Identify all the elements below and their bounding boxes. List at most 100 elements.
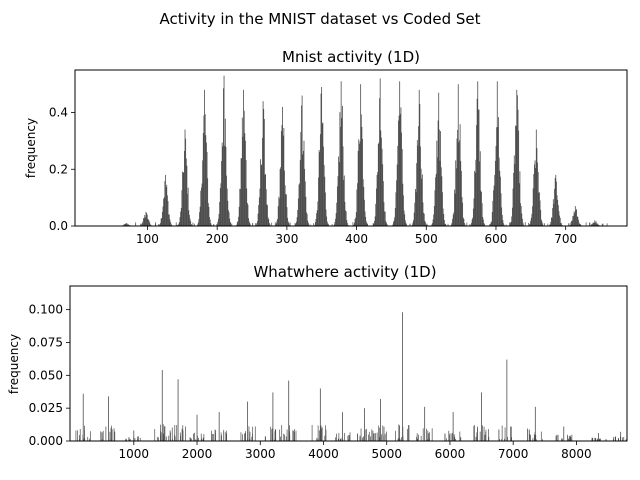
whatwhere-bars [75,312,628,441]
whatwhere-bar [510,426,511,441]
mnist-bar [250,224,251,226]
y-tick-label: 0.100 [29,303,63,317]
mnist-bar [591,224,593,226]
mnist-bar [363,186,365,226]
whatwhere-bar [622,437,623,441]
whatwhere-bar [598,439,600,441]
whatwhere-bar [407,429,408,441]
whatwhere-bar [337,438,339,441]
whatwhere-bar [399,439,401,441]
mnist-bar [297,198,299,226]
mnist-bar [374,216,376,226]
whatwhere-bar [420,435,422,441]
mnist-bar [224,118,226,226]
mnist-bar [206,151,208,226]
mnist-bar [248,221,250,226]
whatwhere-bar [427,439,428,441]
whatwhere-bar [77,430,79,441]
mnist-bar [517,95,518,226]
whatwhere-bar [101,432,103,441]
mnist-bar [303,140,305,226]
mnist-bar [438,129,440,226]
mnist-bar [568,223,570,226]
whatwhere-bar [368,431,370,441]
mnist-bar [417,145,419,226]
mnist-bar [302,154,304,226]
mnist-bar [382,181,384,226]
whatwhere-bar [535,434,537,441]
whatwhere-bar [364,429,366,441]
mnist-bars [122,75,608,226]
mnist-bar [192,222,194,226]
mnist-bar [184,129,186,226]
mnist-bar [355,217,357,226]
whatwhere-bar [507,436,508,441]
mnist-bar [496,81,498,226]
mnist-bar [579,224,581,226]
mnist-bar [523,224,525,226]
mnist-bar [209,217,210,226]
whatwhere-bar [570,436,572,441]
x-tick-label: 8000 [561,447,592,461]
mnist-bar [498,117,499,226]
mnist-bar [255,224,257,226]
mnist-bar [213,224,215,226]
mnist-bar [579,224,581,226]
whatwhere-bar [198,438,199,441]
mnist-bar [202,160,204,226]
mnist-bar [338,156,340,226]
whatwhere-bar [180,432,181,441]
mnist-bar [472,217,474,226]
whatwhere-bar [360,428,362,441]
mnist-bar [574,213,576,226]
whatwhere-bar [220,432,222,441]
mnist-bar [561,223,562,226]
mnist-bar [532,188,534,226]
mnist-bar [464,223,465,226]
whatwhere-bar [164,426,165,441]
mnist-bar [472,208,474,226]
whatwhere-bar [111,425,112,441]
whatwhere-bar [448,430,450,441]
whatwhere-bar [192,433,194,441]
mnist-bar [520,203,521,226]
mnist-bar [425,222,426,226]
mnist-bar [353,223,355,226]
mnist-bar [482,219,484,226]
mnist-bar [268,219,270,226]
whatwhere-bar [399,425,400,441]
mnist-bar [201,183,203,226]
mnist-bar [531,213,533,226]
mnist-bar [237,221,239,226]
mnist-bar [244,133,246,226]
mnist-bar [326,224,328,226]
mnist-bar [326,221,328,226]
mnist-bar [540,219,542,226]
mnist-bar [190,224,192,226]
whatwhere-bar [203,434,205,441]
mnist-bar [556,181,557,226]
mnist-bar [178,223,180,226]
mnist-bar [165,186,167,226]
mnist-bar [267,217,269,226]
mnist-bar [509,222,510,226]
whatwhere-bar [294,429,295,441]
mnist-bar [190,221,192,226]
whatwhere-bar [605,439,607,441]
whatwhere-bar [382,425,384,441]
whatwhere-bar [89,439,90,441]
mnist-bar [317,201,319,226]
mnist-bar [377,144,379,226]
mnist-bar [365,221,367,226]
mnist-bar [185,138,187,226]
whatwhere-bar [248,426,250,441]
mnist-bar [560,222,562,226]
whatwhere-bar [211,433,213,441]
mnist-bar [221,142,223,226]
mnist-bar [483,223,485,226]
whatwhere-bar [595,438,597,441]
mnist-bar [372,224,374,226]
mnist-bar [570,223,572,226]
mnist-bar [352,222,354,226]
mnist-bar [421,178,423,226]
